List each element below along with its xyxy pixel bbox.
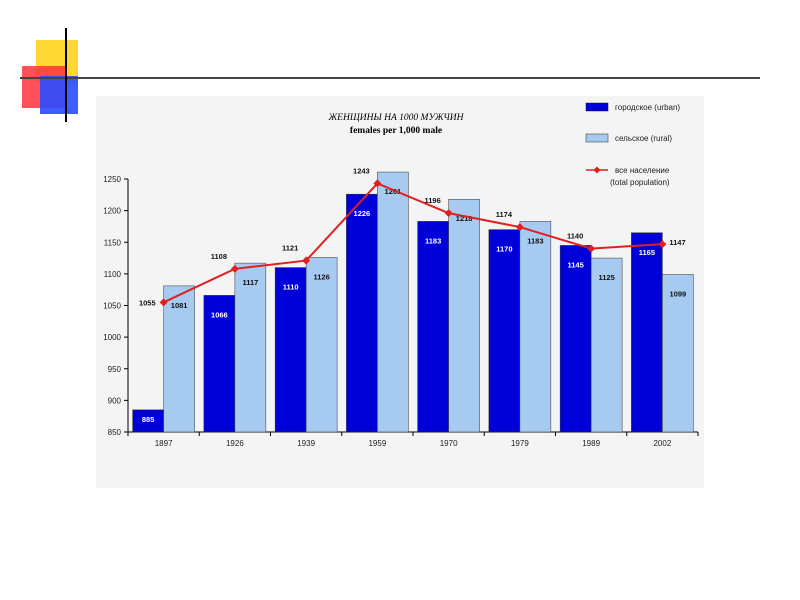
chart: ЖЕНЩИНЫ НА 1000 МУЖЧИН females per 1,000… <box>103 102 699 448</box>
marker-total <box>444 209 453 218</box>
marker-total <box>515 223 524 232</box>
marker-total <box>302 256 311 265</box>
legend-label-total-1: все население <box>615 166 670 175</box>
legend-swatch-rural <box>585 133 609 143</box>
bar-urban <box>417 221 449 433</box>
data-label-urban: 1110 <box>283 283 299 292</box>
data-label-rural: 1081 <box>171 301 188 310</box>
bar-rural <box>234 262 267 433</box>
legend-label-urban: городское (urban) <box>615 103 680 112</box>
data-label-total: 1174 <box>496 210 513 219</box>
x-tick-label: 1926 <box>226 439 244 448</box>
chart-subtitle: females per 1,000 male <box>350 126 442 136</box>
x-tick-label: 1989 <box>582 439 600 448</box>
x-tick-label: 1979 <box>511 439 529 448</box>
chart-title: ЖЕНЩИНЫ НА 1000 МУЖЧИН <box>327 113 464 123</box>
bar-urban <box>488 229 521 433</box>
data-label-total: 1055 <box>139 298 156 307</box>
x-tick-label: 1939 <box>297 439 315 448</box>
data-label-rural: 1261 <box>385 187 402 196</box>
x-tick-label: 1897 <box>155 439 173 448</box>
bar-urban <box>631 232 663 433</box>
marker-total <box>373 179 382 188</box>
data-label-rural: 1126 <box>313 272 329 281</box>
bar-rural <box>662 274 694 433</box>
data-label-rural: 1218 <box>456 214 473 223</box>
y-tick-label: 1200 <box>103 207 121 216</box>
x-tick-label: 1970 <box>440 439 458 448</box>
data-label-urban: 885 <box>142 415 155 424</box>
y-tick-label: 850 <box>108 428 122 437</box>
legend-label-total-2: (total population) <box>610 178 670 187</box>
legend-label-rural: сельское (rural) <box>615 134 672 143</box>
decor-vertical-line <box>65 28 67 122</box>
data-label-urban: 1226 <box>354 209 371 218</box>
y-tick-label: 1150 <box>104 238 122 247</box>
marker-total <box>587 244 596 253</box>
data-label-total: 1147 <box>669 238 685 247</box>
bar-rural <box>519 221 552 433</box>
data-label-total: 1243 <box>353 166 370 175</box>
marker-total <box>159 298 168 307</box>
y-tick-label: 1050 <box>103 302 121 311</box>
data-label-urban: 1066 <box>211 310 228 319</box>
data-label-total: 1140 <box>567 232 583 241</box>
y-tick-label: 950 <box>108 365 122 374</box>
y-tick-label: 1250 <box>103 175 121 184</box>
x-tick-label: 2002 <box>653 439 671 448</box>
line-total <box>163 182 663 304</box>
data-label-total: 1108 <box>211 252 227 261</box>
plot-area: 850 900 950 1000 1050 1100 1150 1200 1250 885 1081… <box>103 166 699 448</box>
marker-total <box>658 240 667 249</box>
data-label-total: 1196 <box>424 196 440 205</box>
bar-urban <box>346 193 378 433</box>
legend-swatch-urban <box>585 102 609 112</box>
bar-urban <box>559 245 592 433</box>
bar-rural <box>305 257 338 433</box>
chart-panel: ЖЕНЩИНЫ НА 1000 МУЖЧИН females per 1,000… <box>96 96 704 488</box>
data-label-rural: 1183 <box>527 236 543 245</box>
marker-total <box>230 264 239 273</box>
legend-marker-total <box>593 166 601 174</box>
data-label-rural: 1125 <box>598 273 614 282</box>
bar-rural <box>448 198 480 433</box>
y-tick-label: 1000 <box>103 333 121 342</box>
data-label-total: 1121 <box>282 244 298 253</box>
y-tick-label: 900 <box>108 396 122 405</box>
bar-rural <box>377 171 409 433</box>
data-label-rural: 1099 <box>670 290 687 299</box>
data-label-urban: 1170 <box>496 245 512 254</box>
bar-rural <box>590 257 623 433</box>
decor-horizontal-line <box>20 77 760 79</box>
y-tick-label: 1100 <box>104 270 122 279</box>
data-label-urban: 1165 <box>639 248 655 257</box>
bar-rural <box>163 285 195 433</box>
data-label-urban: 1183 <box>425 236 441 245</box>
data-label-urban: 1145 <box>567 260 583 269</box>
data-label-rural: 1117 <box>242 278 258 287</box>
x-tick-label: 1959 <box>368 439 386 448</box>
bar-urban <box>274 267 307 433</box>
decor-blue-square <box>40 76 78 114</box>
